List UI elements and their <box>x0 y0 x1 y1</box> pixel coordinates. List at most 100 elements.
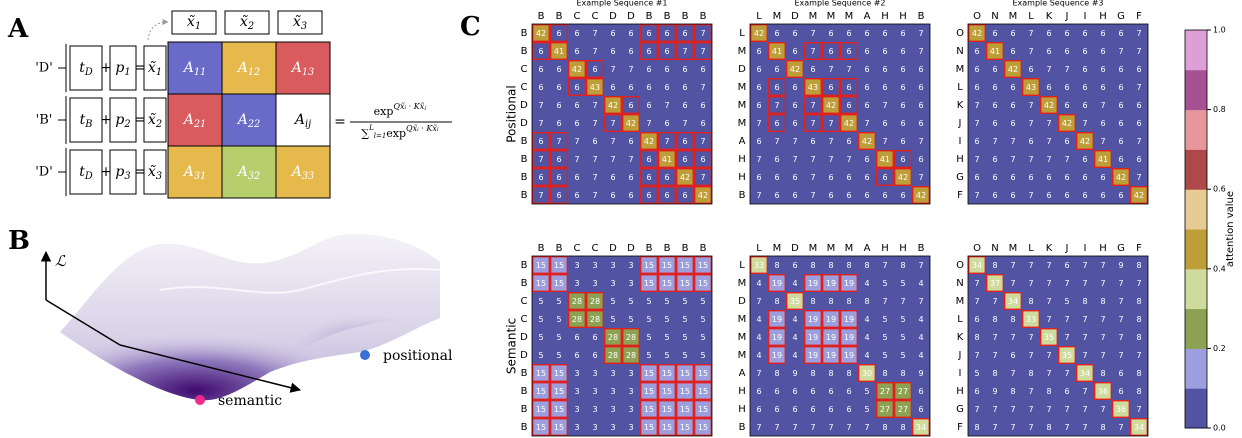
cell-value: 6 <box>774 65 779 74</box>
cell-value: 6 <box>974 65 979 74</box>
cell-value: 7 <box>1010 155 1015 164</box>
y-tick-label: D <box>520 332 528 343</box>
cell-value: 7 <box>756 119 761 128</box>
cell-value: 7 <box>1028 191 1033 200</box>
cell-value: 43 <box>808 83 818 92</box>
cell-value: 7 <box>1064 405 1069 414</box>
cell-value: 5 <box>882 279 887 288</box>
cell-value: 6 <box>792 261 797 270</box>
cell-value: 4 <box>864 351 869 360</box>
math-text: p1 <box>115 60 130 78</box>
cell-value: 8 <box>1136 369 1141 378</box>
y-tick-label: D <box>520 350 528 361</box>
panel-label: B <box>8 226 30 256</box>
cell-value: 7 <box>1046 261 1051 270</box>
cell-value: 3 <box>574 387 579 396</box>
cell-value: 6 <box>756 65 761 74</box>
cell-value: 6 <box>682 191 687 200</box>
cell-value: 6 <box>846 47 851 56</box>
cell-value: 7 <box>828 137 833 146</box>
cell-value: 6 <box>1064 137 1069 146</box>
cell-value: 6 <box>574 173 579 182</box>
cell-value: 7 <box>538 155 543 164</box>
x-tick-label: D <box>791 243 799 254</box>
cell-value: 6 <box>556 83 561 92</box>
cell-value: 7 <box>538 191 543 200</box>
cell-value: 7 <box>992 137 997 146</box>
cell-value: 7 <box>556 137 561 146</box>
x-tick-label: D <box>627 243 635 254</box>
cell-value: 6 <box>864 155 869 164</box>
math-sub: 12 <box>248 67 260 78</box>
cell-value: 19 <box>826 333 836 342</box>
cell-value: 6 <box>1010 351 1015 360</box>
cell-value: 19 <box>808 333 818 342</box>
y-tick-label: K <box>957 100 964 111</box>
cell-value: 42 <box>916 191 926 200</box>
y-tick-label: M <box>956 64 965 75</box>
operator: = <box>334 114 346 130</box>
x-tick-label: C <box>592 243 599 254</box>
cell-value: 7 <box>810 101 815 110</box>
cell-value: 42 <box>790 65 800 74</box>
cell-value: 5 <box>610 297 615 306</box>
token-label: 'D' <box>35 165 53 180</box>
cell-value: 8 <box>864 261 869 270</box>
panel-label: C <box>460 12 481 42</box>
cell-value: 8 <box>1028 297 1033 306</box>
cell-value: 15 <box>536 387 546 396</box>
cell-value: 7 <box>1064 423 1069 432</box>
cell-value: 5 <box>646 297 651 306</box>
colorbar-bin <box>1185 348 1207 388</box>
cell-value: 7 <box>882 137 887 146</box>
cell-value: 7 <box>974 297 979 306</box>
x-tick-label: B <box>538 11 545 22</box>
cell-value: 4 <box>864 279 869 288</box>
cell-value: 7 <box>974 405 979 414</box>
x-tick-label: D <box>609 243 617 254</box>
cell-value: 42 <box>1116 173 1126 182</box>
cell-value: 7 <box>900 297 905 306</box>
cell-value: 6 <box>828 29 833 38</box>
cell-value: 7 <box>882 297 887 306</box>
cell-value: 28 <box>626 333 636 342</box>
cell-value: 6 <box>1136 119 1141 128</box>
cell-value: 7 <box>992 405 997 414</box>
cell-value: 6 <box>918 155 923 164</box>
cell-value: 42 <box>1044 101 1054 110</box>
loss-surface <box>60 234 440 400</box>
cell-value: 6 <box>1118 83 1123 92</box>
cell-value: 6 <box>1136 65 1141 74</box>
math-base: A <box>182 164 194 180</box>
x-tick-label: M <box>827 11 836 22</box>
cell-value: 6 <box>1064 101 1069 110</box>
x-tick-label: M <box>809 243 818 254</box>
cell-value: 43 <box>590 83 600 92</box>
cell-value: 15 <box>536 423 546 432</box>
cell-value: 6 <box>810 137 815 146</box>
cell-value: 28 <box>572 315 582 324</box>
cell-value: 6 <box>792 83 797 92</box>
cell-value: 15 <box>698 369 708 378</box>
math-text: p3 <box>115 164 130 182</box>
cell-value: 28 <box>608 351 618 360</box>
token-label: 'B' <box>36 113 53 128</box>
cell-value: 7 <box>1028 101 1033 110</box>
cell-value: 35 <box>1044 333 1054 342</box>
cell-value: 6 <box>664 173 669 182</box>
x-tick-label: H <box>881 11 889 22</box>
x-tick-label: I <box>1084 11 1087 22</box>
cell-value: 7 <box>610 119 615 128</box>
y-tick-label: O <box>956 28 964 39</box>
cell-value: 19 <box>772 333 782 342</box>
y-tick-label: N <box>956 278 963 289</box>
cell-value: 7 <box>974 101 979 110</box>
cell-value: 6 <box>628 191 633 200</box>
cell-value: 6 <box>1082 101 1087 110</box>
cell-value: 7 <box>810 29 815 38</box>
x-tick-label: N <box>991 243 998 254</box>
cell-value: 6 <box>1046 83 1051 92</box>
x-tick-label: K <box>1046 11 1053 22</box>
cell-value: 19 <box>772 279 782 288</box>
cell-value: 8 <box>828 261 833 270</box>
